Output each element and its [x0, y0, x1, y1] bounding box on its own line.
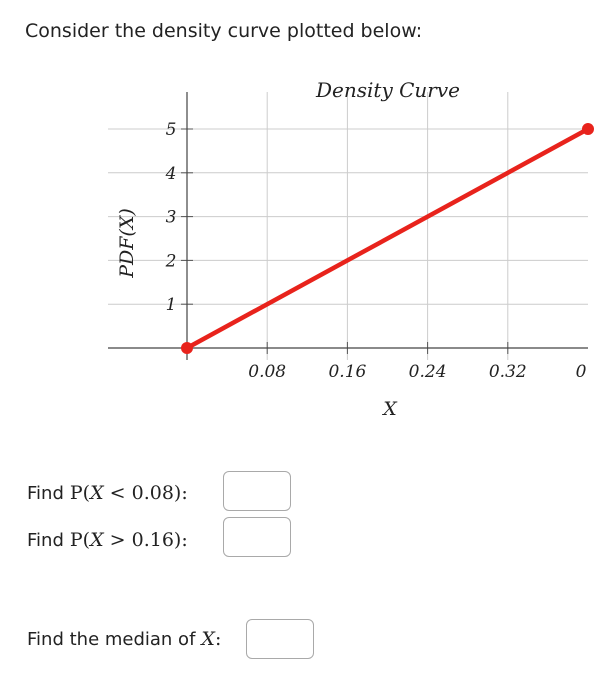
x-tick-label: 0.08 [248, 362, 286, 382]
question-2-prefix: Find [27, 529, 64, 551]
answer-input-2[interactable] [223, 517, 291, 557]
y-tick-label: 3 [166, 208, 177, 228]
density-line [184, 126, 591, 351]
median-question-row: Find the median of X: [27, 628, 221, 650]
x-tick-label: 0.32 [489, 362, 527, 382]
x-tick-label: 0.24 [409, 362, 447, 382]
question-1-prefix: Find [27, 482, 64, 504]
density-chart: 0.08 0.16 0.24 0.32 0 1 2 3 4 5 Density Curve X P… [108, 78, 594, 420]
chart-title: Density Curve [315, 78, 460, 102]
y-tick-label: 5 [166, 120, 177, 140]
y-tick-label: 2 [165, 251, 177, 271]
median-answer-input[interactable] [246, 619, 314, 659]
question-1-expression: P(X < 0.08): [69, 482, 188, 504]
density-endpoint [181, 342, 193, 354]
median-prefix: Find the median of [27, 628, 196, 650]
question-2-expression: P(X > 0.16): [69, 529, 188, 551]
question-row-1: Find P(X < 0.08): [27, 482, 188, 504]
question-row-2: Find P(X > 0.16): [27, 529, 188, 551]
y-axis-label: PDF(X) [116, 208, 138, 279]
answer-input-1[interactable] [223, 471, 291, 511]
x-tick-label: 0.16 [328, 362, 366, 382]
x-axis-label: X [381, 398, 398, 420]
prompt-text: Consider the density curve plotted below… [25, 20, 423, 42]
y-tick-label: 1 [166, 295, 177, 315]
x-tick-label: 0 [576, 362, 587, 382]
density-endpoint [582, 123, 594, 135]
median-variable: X: [201, 628, 222, 650]
y-tick-label: 4 [165, 164, 177, 184]
